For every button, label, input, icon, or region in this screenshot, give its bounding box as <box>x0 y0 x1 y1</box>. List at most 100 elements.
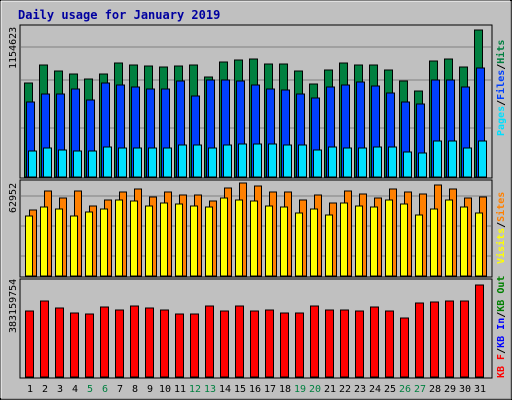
bar-pages-day-23 <box>358 147 367 178</box>
x-tick-label-day-8: 8 <box>132 384 138 395</box>
bar-pages-day-18 <box>283 144 292 178</box>
bar-visits-day-22 <box>340 202 348 277</box>
x-tick-label-day-3: 3 <box>57 384 63 395</box>
bar-visits-day-14 <box>220 197 228 277</box>
bar-pages-day-9 <box>148 147 157 178</box>
bar-pages-day-15 <box>238 143 247 178</box>
x-tick-label-day-4: 4 <box>72 384 78 395</box>
bar-pages-day-6 <box>103 146 112 178</box>
x-tick-label-day-22: 22 <box>339 384 351 395</box>
bar-visits-day-27 <box>415 214 423 277</box>
bar-visits-day-6 <box>100 208 108 277</box>
bar-kbf-day-25 <box>385 310 394 378</box>
bar-pages-day-5 <box>88 150 97 178</box>
legend-files: Files <box>495 70 507 100</box>
legend-sep-1: / <box>496 100 507 106</box>
x-tick-label-day-11: 11 <box>174 384 186 395</box>
x-tick-label-day-9: 9 <box>147 384 153 395</box>
bar-pages-day-20 <box>313 149 322 178</box>
legend-visits: Visits <box>495 228 507 264</box>
x-tick-label-day-27: 27 <box>414 384 426 395</box>
bar-pages-day-16 <box>253 143 262 178</box>
x-tick-label-day-15: 15 <box>234 384 246 395</box>
bar-kbf-day-23 <box>355 310 364 378</box>
bar-visits-day-28 <box>430 208 438 277</box>
x-tick-label-day-16: 16 <box>249 384 261 395</box>
bar-visits-day-23 <box>355 205 363 277</box>
x-tick-label-day-19: 19 <box>294 384 306 395</box>
bars-layer <box>21 29 491 378</box>
bar-visits-day-13 <box>205 206 213 277</box>
bar-visits-day-16 <box>250 200 258 277</box>
bar-kbf-day-22 <box>340 309 349 378</box>
bar-visits-day-26 <box>400 203 408 277</box>
bar-pages-day-26 <box>403 151 412 178</box>
bar-kbf-day-17 <box>265 309 274 378</box>
x-tick-label-day-28: 28 <box>429 384 441 395</box>
bar-kbf-day-21 <box>325 309 334 378</box>
bar-kbf-day-18 <box>280 312 289 378</box>
middle-panel-max-label: 62952 <box>8 183 19 213</box>
bar-pages-day-11 <box>178 144 187 178</box>
x-tick-label-day-6: 6 <box>102 384 108 395</box>
legend-pages: Pages <box>496 106 507 136</box>
bar-kbf-day-9 <box>145 307 154 378</box>
bar-kbf-day-6 <box>100 306 109 378</box>
bar-kbf-day-5 <box>85 313 94 378</box>
bar-visits-day-25 <box>385 199 393 277</box>
x-tick-label-day-20: 20 <box>309 384 321 395</box>
bar-pages-day-3 <box>58 149 67 178</box>
bar-visits-day-9 <box>145 205 153 277</box>
bar-kbf-day-27 <box>415 302 424 378</box>
x-tick-label-day-7: 7 <box>117 384 123 395</box>
bar-pages-day-24 <box>373 146 382 178</box>
bar-kbf-day-3 <box>55 307 64 378</box>
bar-kbf-day-7 <box>115 309 124 378</box>
bar-visits-day-30 <box>460 206 468 277</box>
bar-pages-day-8 <box>133 147 142 178</box>
x-tick-label-day-5: 5 <box>87 384 93 395</box>
x-tick-label-day-18: 18 <box>279 384 291 395</box>
bar-pages-day-25 <box>388 146 397 178</box>
bar-kbf-day-11 <box>175 313 184 378</box>
legend-sep-4: / <box>496 348 507 354</box>
x-tick-label-day-30: 30 <box>459 384 471 395</box>
bar-visits-day-11 <box>175 203 183 277</box>
bar-pages-day-30 <box>463 147 472 178</box>
x-tick-label-day-13: 13 <box>204 384 216 395</box>
x-tick-label-day-26: 26 <box>399 384 411 395</box>
bar-pages-day-21 <box>328 146 337 178</box>
middle-panel-legend: Visits/Sites <box>495 192 507 264</box>
bar-kbf-day-19 <box>295 312 304 378</box>
bar-pages-day-13 <box>208 147 217 178</box>
legend-sites: Sites <box>495 192 507 222</box>
bar-kbf-day-15 <box>235 305 244 378</box>
x-axis-labels: 1 2 3 4 5 6 7 8 9 10 11 12 13 14 15 16 17 18 19 20 21 22 23 24 2… <box>27 384 486 395</box>
bar-kbf-day-30 <box>460 300 469 378</box>
bar-kbf-day-10 <box>160 309 169 378</box>
bar-kbf-day-8 <box>130 305 139 378</box>
x-tick-label-day-1: 1 <box>27 384 33 395</box>
bar-visits-day-17 <box>265 205 273 277</box>
bar-pages-day-7 <box>118 147 127 178</box>
bar-pages-day-29 <box>448 140 457 178</box>
bar-pages-day-31 <box>478 140 487 178</box>
bar-visits-day-10 <box>160 202 168 277</box>
bar-pages-day-1 <box>28 150 37 178</box>
bar-visits-day-5 <box>85 211 93 277</box>
x-tick-label-day-21: 21 <box>324 384 336 395</box>
bar-visits-day-4 <box>70 215 78 277</box>
bar-pages-day-2 <box>43 147 52 178</box>
x-tick-label-day-14: 14 <box>219 384 231 395</box>
bar-pages-day-10 <box>163 147 172 178</box>
bar-kbf-day-13 <box>205 305 214 378</box>
bar-kbf-day-20 <box>310 305 319 378</box>
bar-pages-day-17 <box>268 143 277 178</box>
bar-visits-day-3 <box>55 208 63 277</box>
bar-kbf-day-2 <box>40 300 49 378</box>
bar-visits-day-1 <box>25 215 33 277</box>
bar-visits-day-2 <box>40 206 48 277</box>
x-tick-label-day-31: 31 <box>474 384 486 395</box>
bar-kbf-day-16 <box>250 310 259 378</box>
bar-kbf-day-29 <box>445 300 454 378</box>
